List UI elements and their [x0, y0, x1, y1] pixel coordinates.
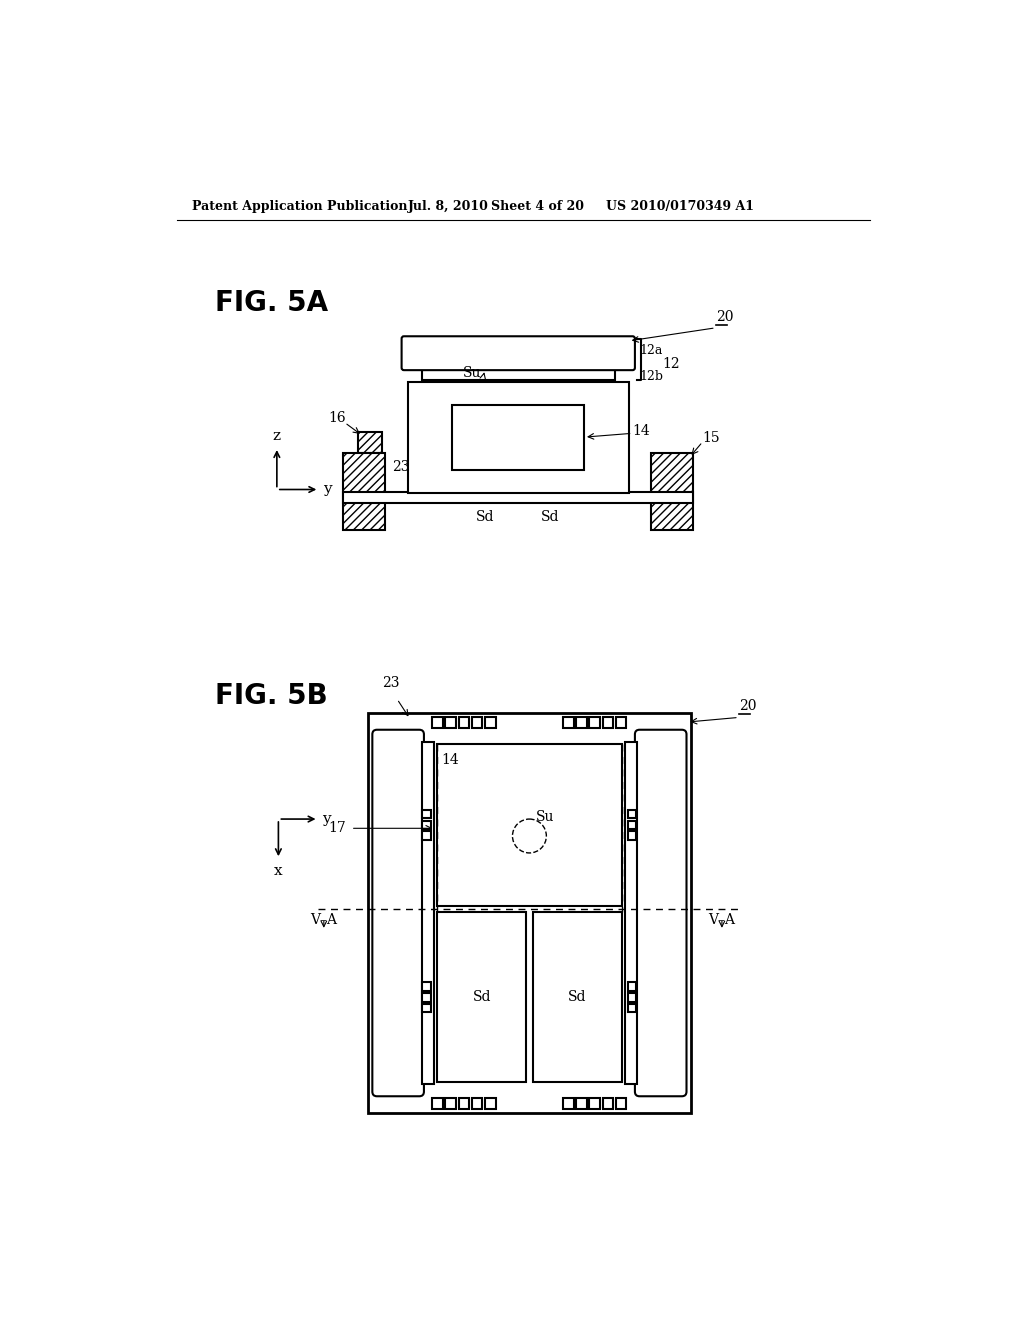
- Bar: [628, 982, 637, 991]
- Bar: [422, 982, 431, 991]
- Bar: [577, 1098, 587, 1109]
- Text: V–A: V–A: [310, 913, 337, 927]
- Bar: [422, 821, 431, 829]
- Text: Sd: Sd: [472, 990, 490, 1005]
- Bar: [602, 718, 613, 729]
- Bar: [432, 1098, 443, 1109]
- Bar: [590, 718, 600, 729]
- Text: 12b: 12b: [640, 370, 664, 383]
- Text: Su: Su: [536, 809, 554, 824]
- Bar: [368, 713, 691, 1113]
- Text: z: z: [272, 429, 281, 444]
- Bar: [343, 492, 693, 503]
- Bar: [445, 718, 457, 729]
- Text: Sd: Sd: [475, 510, 494, 524]
- Bar: [532, 912, 622, 1082]
- Bar: [563, 718, 574, 729]
- Text: 12: 12: [663, 356, 680, 371]
- Bar: [628, 832, 637, 840]
- Text: 20: 20: [739, 698, 757, 713]
- Bar: [602, 1098, 613, 1109]
- Bar: [472, 718, 482, 729]
- Bar: [625, 742, 637, 1084]
- Bar: [445, 1098, 457, 1109]
- Text: Patent Application Publication: Patent Application Publication: [193, 199, 408, 213]
- Bar: [628, 993, 637, 1002]
- Bar: [432, 718, 443, 729]
- Text: x: x: [274, 863, 283, 878]
- Text: 12a: 12a: [640, 343, 663, 356]
- Bar: [577, 718, 587, 729]
- Bar: [459, 1098, 469, 1109]
- Text: Su: Su: [463, 366, 481, 380]
- Text: 15: 15: [702, 430, 720, 445]
- Text: 16: 16: [328, 411, 346, 425]
- Bar: [422, 810, 431, 818]
- Text: Sd: Sd: [568, 990, 587, 1005]
- Text: 23: 23: [382, 676, 399, 689]
- Bar: [628, 1003, 637, 1012]
- Bar: [651, 453, 693, 531]
- Bar: [590, 1098, 600, 1109]
- Text: 23: 23: [391, 461, 410, 474]
- Bar: [563, 1098, 574, 1109]
- Text: 20: 20: [716, 310, 733, 323]
- Text: V–A: V–A: [709, 913, 735, 927]
- Text: FIG. 5B: FIG. 5B: [215, 682, 328, 710]
- Text: 17: 17: [329, 821, 346, 836]
- Bar: [422, 993, 431, 1002]
- Bar: [484, 1098, 496, 1109]
- Bar: [484, 718, 496, 729]
- Bar: [615, 1098, 627, 1109]
- Bar: [628, 821, 637, 829]
- FancyBboxPatch shape: [373, 730, 424, 1096]
- Text: 14: 14: [441, 752, 459, 767]
- Text: 14: 14: [633, 424, 650, 438]
- Bar: [615, 718, 627, 729]
- FancyBboxPatch shape: [401, 337, 635, 370]
- Bar: [422, 370, 614, 380]
- Bar: [628, 810, 637, 818]
- Bar: [453, 405, 584, 470]
- Bar: [437, 743, 622, 906]
- FancyBboxPatch shape: [635, 730, 686, 1096]
- Bar: [422, 1003, 431, 1012]
- Bar: [422, 742, 434, 1084]
- Bar: [343, 453, 385, 531]
- Text: y: y: [323, 812, 331, 826]
- Bar: [459, 718, 469, 729]
- Text: Sheet 4 of 20: Sheet 4 of 20: [490, 199, 584, 213]
- Text: Jul. 8, 2010: Jul. 8, 2010: [408, 199, 488, 213]
- Bar: [422, 832, 431, 840]
- Text: y: y: [323, 483, 332, 496]
- Text: FIG. 5A: FIG. 5A: [215, 289, 329, 317]
- Bar: [358, 432, 382, 453]
- Text: Sd: Sd: [541, 510, 559, 524]
- Bar: [437, 912, 526, 1082]
- Bar: [472, 1098, 482, 1109]
- Bar: [408, 381, 629, 494]
- Text: US 2010/0170349 A1: US 2010/0170349 A1: [606, 199, 755, 213]
